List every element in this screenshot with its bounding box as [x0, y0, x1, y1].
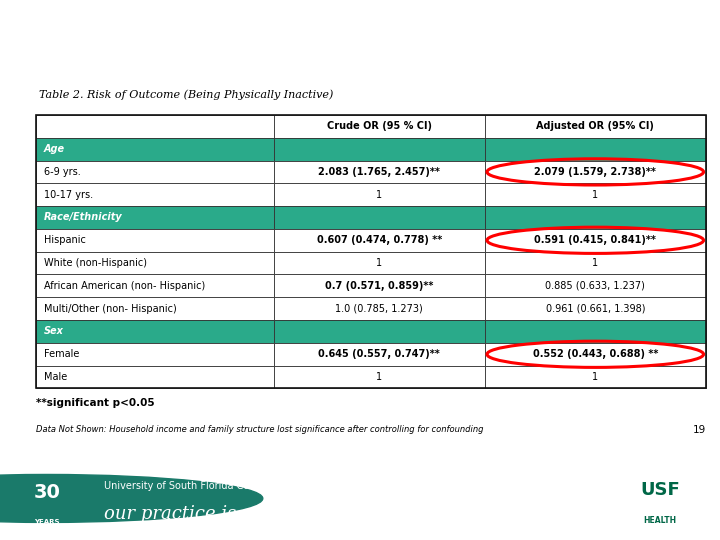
Text: University of South Florida College of Public Health: University of South Florida College of P… — [104, 481, 354, 491]
FancyBboxPatch shape — [36, 343, 274, 366]
FancyBboxPatch shape — [36, 252, 274, 274]
Text: YEARS: YEARS — [34, 519, 60, 525]
FancyBboxPatch shape — [36, 183, 274, 206]
FancyBboxPatch shape — [485, 115, 706, 138]
FancyBboxPatch shape — [36, 206, 274, 229]
FancyBboxPatch shape — [274, 229, 485, 252]
FancyBboxPatch shape — [36, 138, 274, 160]
Text: 0.885 (0.633, 1.237): 0.885 (0.633, 1.237) — [545, 281, 645, 291]
Text: Adjusted OR (95% CI): Adjusted OR (95% CI) — [536, 122, 654, 131]
Text: 1.0 (0.785, 1.273): 1.0 (0.785, 1.273) — [336, 303, 423, 314]
FancyBboxPatch shape — [485, 229, 706, 252]
Text: 1: 1 — [592, 190, 598, 200]
FancyBboxPatch shape — [274, 343, 485, 366]
Text: 2.083 (1.765, 2.457)**: 2.083 (1.765, 2.457)** — [318, 167, 440, 177]
FancyBboxPatch shape — [274, 138, 485, 160]
Text: 1: 1 — [376, 372, 382, 382]
Text: 0.645 (0.557, 0.747)**: 0.645 (0.557, 0.747)** — [318, 349, 440, 359]
Text: our practice is our passion.: our practice is our passion. — [104, 505, 354, 523]
FancyBboxPatch shape — [36, 298, 274, 320]
FancyBboxPatch shape — [485, 298, 706, 320]
FancyBboxPatch shape — [485, 206, 706, 229]
Text: Age: Age — [44, 144, 65, 154]
Text: 30: 30 — [33, 483, 60, 502]
Text: HEALTH: HEALTH — [644, 516, 677, 524]
FancyBboxPatch shape — [485, 183, 706, 206]
Text: 0.7 (0.571, 0.859)**: 0.7 (0.571, 0.859)** — [325, 281, 433, 291]
Text: 0.552 (0.443, 0.688) **: 0.552 (0.443, 0.688) ** — [533, 349, 658, 359]
FancyBboxPatch shape — [36, 160, 274, 183]
FancyBboxPatch shape — [485, 274, 706, 298]
FancyBboxPatch shape — [485, 252, 706, 274]
FancyBboxPatch shape — [36, 274, 274, 298]
Text: African American (non- Hispanic): African American (non- Hispanic) — [44, 281, 205, 291]
Text: **significant p<0.05: **significant p<0.05 — [36, 397, 154, 408]
Text: 0.607 (0.474, 0.778) **: 0.607 (0.474, 0.778) ** — [317, 235, 442, 245]
FancyBboxPatch shape — [485, 343, 706, 366]
Text: 1: 1 — [376, 190, 382, 200]
Text: USF: USF — [640, 482, 680, 500]
FancyBboxPatch shape — [36, 115, 274, 138]
Text: Race/Ethnicity: Race/Ethnicity — [44, 213, 122, 222]
Text: 19: 19 — [693, 425, 706, 435]
Text: 10-17 yrs.: 10-17 yrs. — [44, 190, 93, 200]
FancyBboxPatch shape — [485, 138, 706, 160]
Text: 0.961 (0.661, 1.398): 0.961 (0.661, 1.398) — [546, 303, 645, 314]
Text: Female: Female — [44, 349, 79, 359]
Circle shape — [0, 475, 263, 522]
Text: Crude OR (95 % CI): Crude OR (95 % CI) — [327, 122, 432, 131]
FancyBboxPatch shape — [485, 366, 706, 388]
FancyBboxPatch shape — [274, 160, 485, 183]
FancyBboxPatch shape — [274, 183, 485, 206]
FancyBboxPatch shape — [36, 366, 274, 388]
Text: Sex: Sex — [44, 327, 64, 336]
FancyBboxPatch shape — [274, 252, 485, 274]
Text: White (non-Hispanic): White (non-Hispanic) — [44, 258, 147, 268]
FancyBboxPatch shape — [274, 115, 485, 138]
Text: Data Not Shown: Household income and family structure lost significance after co: Data Not Shown: Household income and fam… — [36, 425, 483, 434]
FancyBboxPatch shape — [485, 160, 706, 183]
Text: Hispanic: Hispanic — [44, 235, 86, 245]
FancyBboxPatch shape — [36, 229, 274, 252]
Text: 0.591 (0.415, 0.841)**: 0.591 (0.415, 0.841)** — [534, 235, 656, 245]
Text: 2.079 (1.579, 2.738)**: 2.079 (1.579, 2.738)** — [534, 167, 656, 177]
FancyBboxPatch shape — [274, 298, 485, 320]
Text: 1: 1 — [592, 372, 598, 382]
Text: Results: Results — [290, 21, 430, 54]
Text: Male: Male — [44, 372, 67, 382]
FancyBboxPatch shape — [274, 206, 485, 229]
FancyBboxPatch shape — [274, 320, 485, 343]
FancyBboxPatch shape — [274, 366, 485, 388]
Text: Multi/Other (non- Hispanic): Multi/Other (non- Hispanic) — [44, 303, 176, 314]
FancyBboxPatch shape — [485, 320, 706, 343]
Text: 6-9 yrs.: 6-9 yrs. — [44, 167, 81, 177]
FancyBboxPatch shape — [36, 320, 274, 343]
FancyBboxPatch shape — [274, 274, 485, 298]
Text: Table 2. Risk of Outcome (Being Physically Inactive): Table 2. Risk of Outcome (Being Physical… — [39, 89, 333, 100]
Text: 1: 1 — [376, 258, 382, 268]
FancyBboxPatch shape — [616, 467, 706, 534]
Text: 1: 1 — [592, 258, 598, 268]
